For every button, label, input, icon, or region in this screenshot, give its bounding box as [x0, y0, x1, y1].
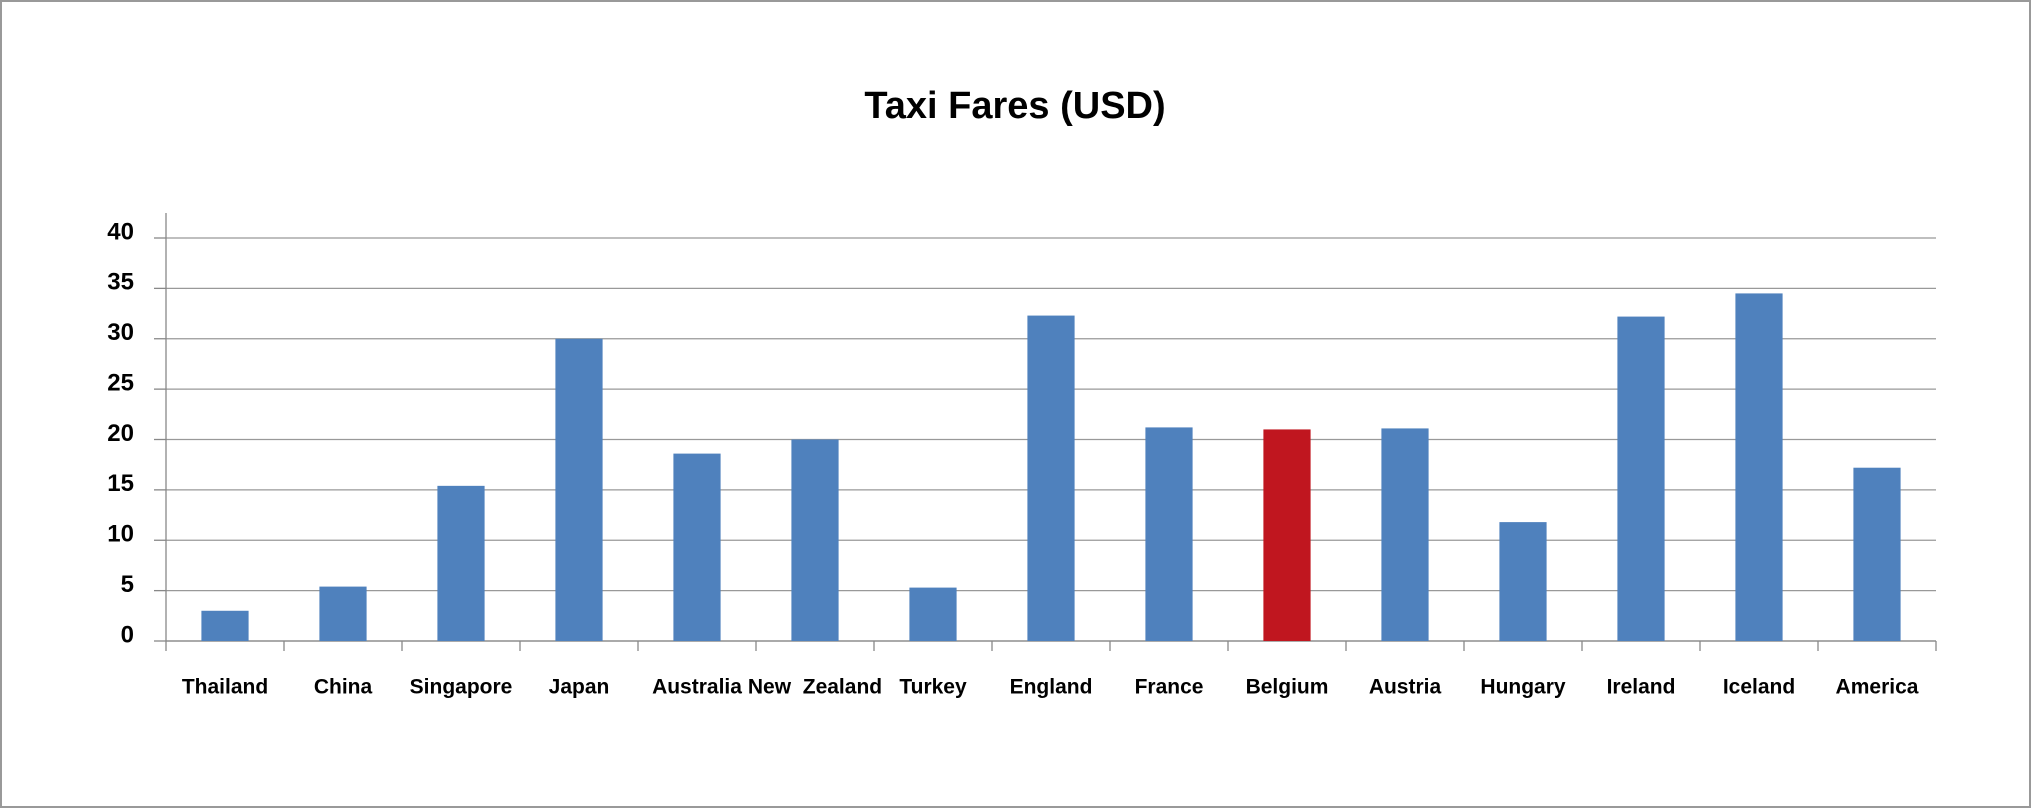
x-tick-label: Turkey [899, 676, 967, 699]
y-tick-label: 30 [107, 319, 134, 346]
bar [437, 485, 485, 641]
x-tick-label: America [1836, 676, 1919, 699]
y-tick-label: 20 [107, 420, 134, 447]
bar [319, 586, 367, 641]
bar [1853, 467, 1901, 641]
bar [1145, 427, 1193, 641]
x-tick-label: France [1135, 676, 1204, 699]
bar [1263, 429, 1311, 641]
bar [1499, 522, 1547, 641]
x-tick-label: Austria [1369, 676, 1442, 699]
x-tick-label: Australia [652, 676, 742, 699]
x-tick-label: Singapore [410, 676, 513, 699]
bar [1027, 315, 1075, 641]
x-tick-label: Thailand [182, 676, 268, 699]
x-tick-label: Ireland [1607, 676, 1676, 699]
x-tick-label: Japan [549, 676, 610, 699]
bar [909, 587, 957, 641]
x-tick-label: England [1010, 676, 1093, 699]
bar [1735, 293, 1783, 641]
y-tick-label: 35 [107, 269, 134, 296]
y-tick-label: 10 [107, 521, 134, 548]
bar [791, 439, 839, 641]
x-tick-label: Iceland [1723, 676, 1795, 699]
bar [1617, 316, 1665, 641]
y-tick-label: 15 [107, 470, 134, 497]
y-tick-label: 25 [107, 369, 134, 396]
bar [201, 610, 249, 641]
x-tick-label: Belgium [1246, 676, 1329, 699]
y-tick-label: 0 [121, 621, 134, 648]
x-tick-label: China [314, 676, 373, 699]
chart-title: Taxi Fares (USD) [864, 85, 1165, 127]
y-tick-label: 5 [121, 571, 134, 598]
x-tick-label: New Zealand [748, 676, 882, 699]
bar [673, 453, 721, 641]
bar [1381, 428, 1429, 641]
bar [555, 338, 603, 641]
x-tick-label: Hungary [1480, 676, 1566, 699]
y-tick-label: 40 [107, 218, 134, 245]
